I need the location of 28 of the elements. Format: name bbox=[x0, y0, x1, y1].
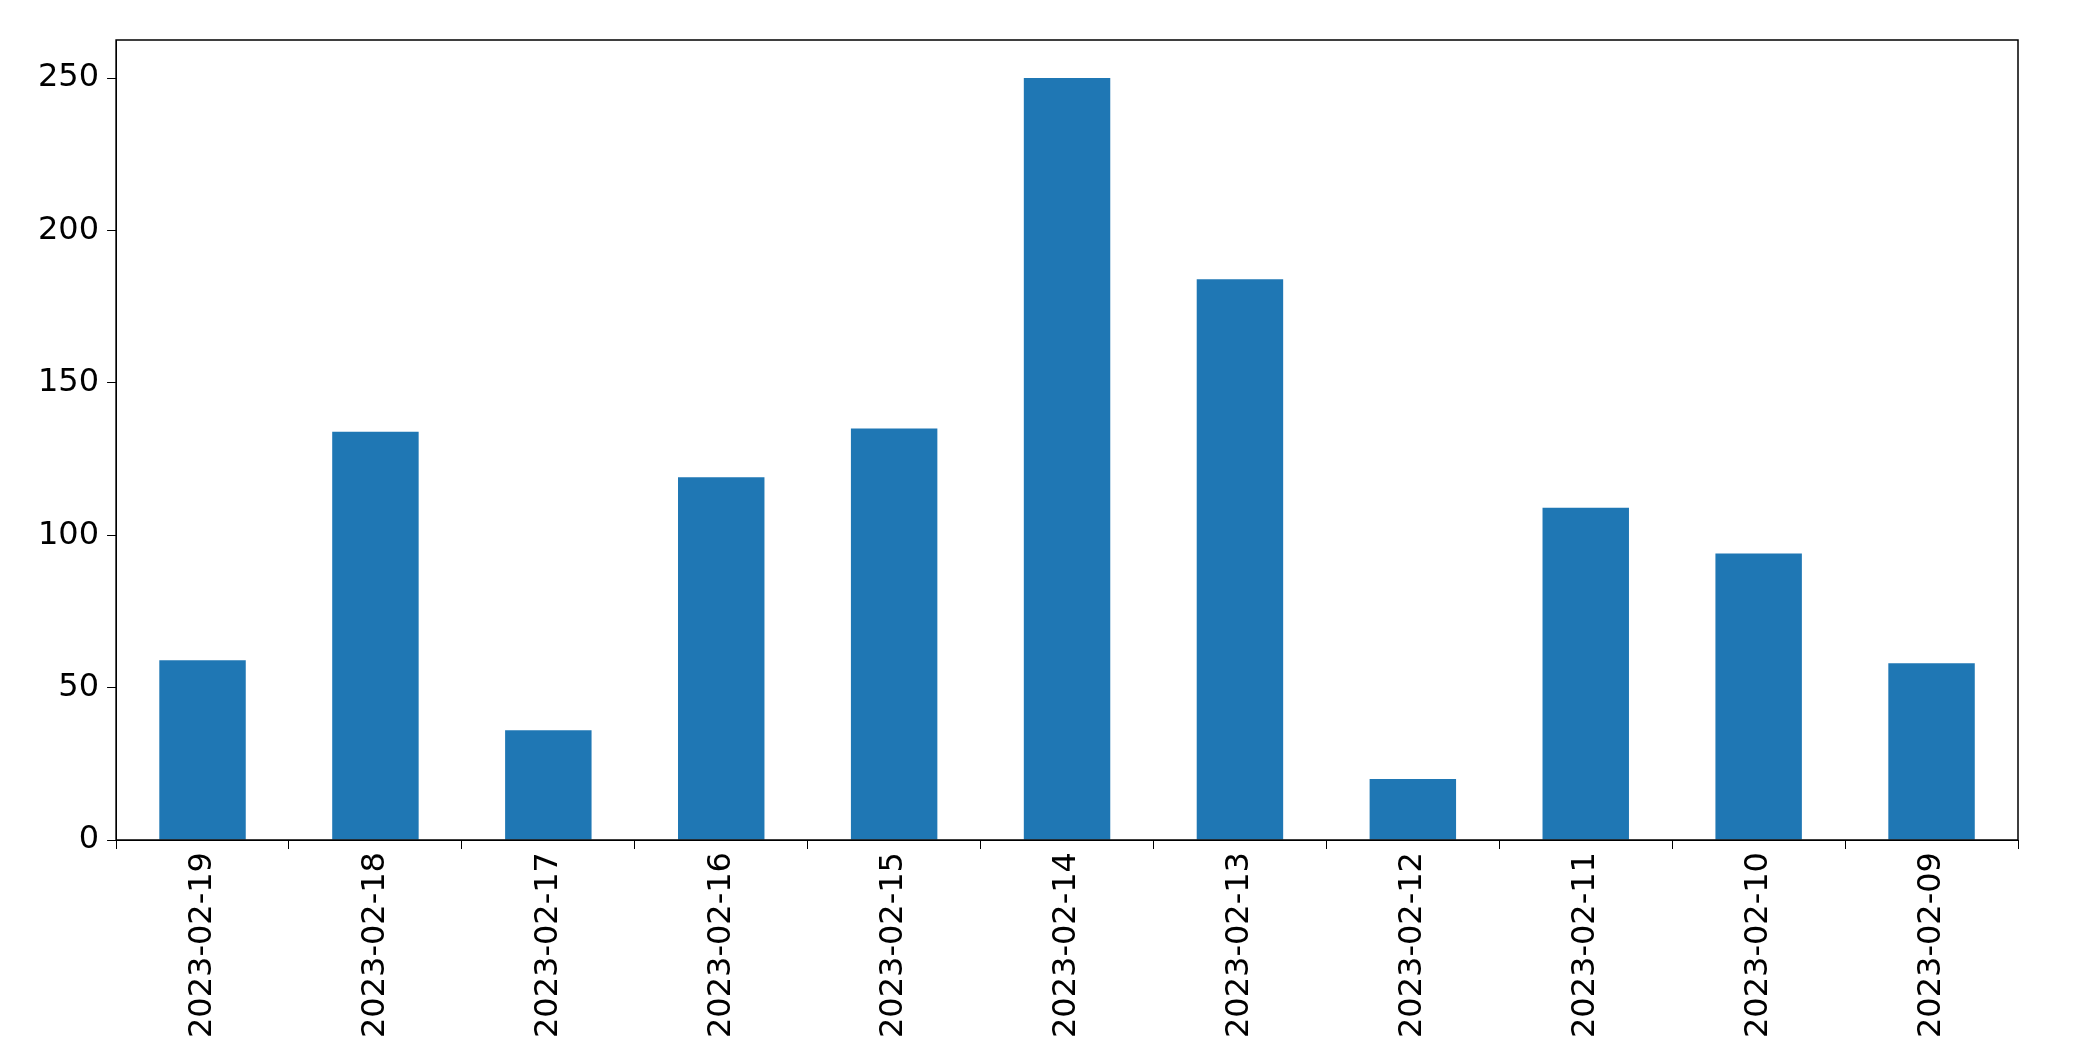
bar bbox=[159, 660, 246, 840]
x-tick-label: 2023-02-10 bbox=[1736, 852, 1775, 1038]
x-tick-label: 2023-02-14 bbox=[1045, 852, 1084, 1038]
x-tick-label: 2023-02-19 bbox=[180, 852, 219, 1038]
bar bbox=[332, 431, 419, 840]
y-tick-label: 250 bbox=[38, 56, 100, 95]
bar bbox=[678, 477, 765, 840]
bar bbox=[505, 730, 592, 840]
x-tick-label: 2023-02-16 bbox=[699, 852, 738, 1038]
x-tick-label: 2023-02-15 bbox=[872, 852, 911, 1038]
y-tick-label: 50 bbox=[58, 665, 100, 704]
x-tick-label: 2023-02-18 bbox=[353, 852, 392, 1038]
y-tick-label: 150 bbox=[38, 361, 100, 400]
y-tick-label: 200 bbox=[38, 208, 100, 247]
y-tick-label: 0 bbox=[78, 818, 100, 857]
y-tick-label: 100 bbox=[38, 513, 100, 552]
x-tick-label: 2023-02-17 bbox=[526, 852, 565, 1038]
x-tick-label: 2023-02-13 bbox=[1218, 852, 1257, 1038]
bar bbox=[1888, 663, 1975, 840]
x-tick-label: 2023-02-09 bbox=[1909, 852, 1948, 1038]
bar bbox=[850, 428, 938, 840]
bar bbox=[1196, 279, 1284, 840]
x-tick-label: 2023-02-11 bbox=[1564, 852, 1603, 1038]
bar bbox=[1369, 779, 1457, 840]
bar bbox=[1542, 507, 1629, 840]
x-tick-label: 2023-02-12 bbox=[1391, 852, 1430, 1038]
bar bbox=[1023, 78, 1111, 840]
bar bbox=[1715, 553, 1802, 840]
